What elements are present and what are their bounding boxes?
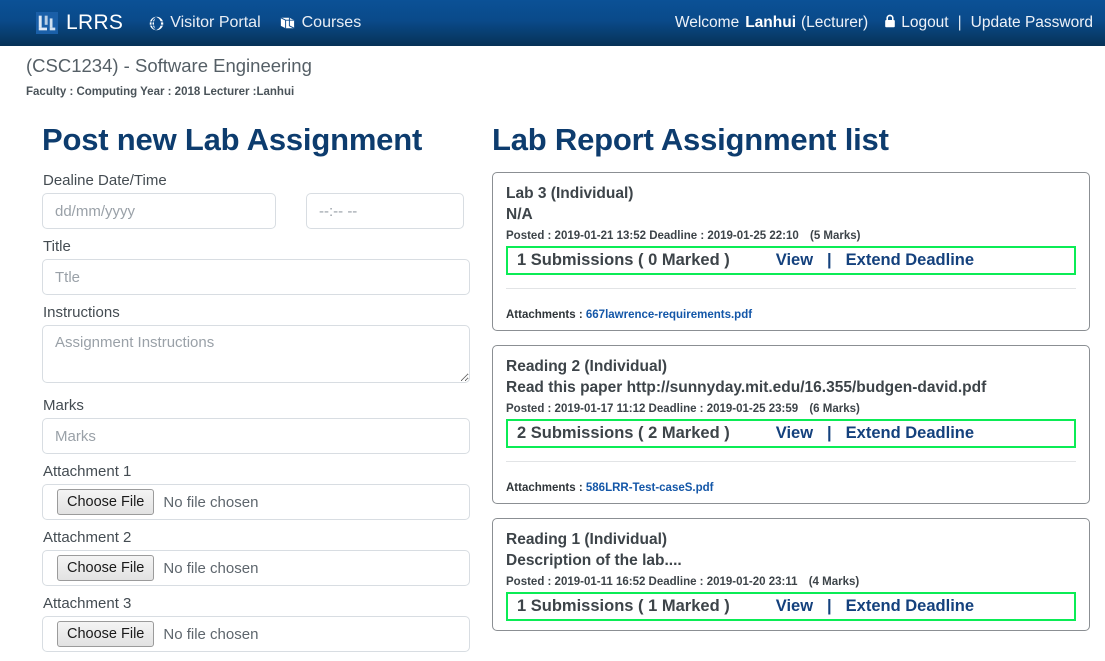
posted-deadline-text: Posted : 2019-01-21 13:52 Deadline : 201…: [506, 230, 799, 243]
deadline-row: [42, 193, 470, 230]
content-area: Post new Lab Assignment Dealine Date/Tim…: [0, 122, 1105, 661]
deadline-time-input[interactable]: [306, 193, 464, 230]
marks-field-group: Marks: [42, 397, 470, 455]
username: Lanhui: [745, 14, 797, 31]
assignment-card: Lab 3 (Individual) N/A Posted : 2019-01-…: [492, 172, 1090, 332]
attachment-2-group: Attachment 2 Choose File No file chosen: [42, 529, 470, 587]
action-separator: |: [827, 596, 832, 615]
extend-deadline-link[interactable]: Extend Deadline: [845, 423, 975, 442]
assignment-description: Read this paper http://sunnyday.mit.edu/…: [506, 378, 987, 396]
file-status: No file chosen: [163, 625, 259, 643]
choose-file-button[interactable]: Choose File: [57, 489, 155, 516]
title-input[interactable]: [42, 259, 470, 296]
attachments-label: Attachments :: [506, 309, 583, 322]
user-role: (Lecturer): [801, 14, 869, 31]
assignment-description: N/A: [506, 206, 533, 224]
deadline-date-input[interactable]: [42, 193, 276, 230]
brand-name: LRRS: [66, 11, 124, 34]
assignment-dates: Posted : 2019-01-21 13:52 Deadline : 201…: [506, 230, 1076, 242]
lrrs-logo-icon: [36, 12, 58, 34]
assignment-actions: 1 Submissions ( 0 Marked ) View | Extend…: [506, 246, 1076, 276]
navbar-user-area: Welcome Lanhui (Lecturer) Logout | Updat…: [675, 14, 1093, 33]
submissions-count: 1 Submissions ( 1 Marked ): [517, 596, 730, 615]
marks-badge: (6 Marks): [809, 402, 860, 415]
attachment-3-label: Attachment 3: [43, 595, 132, 613]
attachment-3-file-input[interactable]: Choose File No file chosen: [42, 616, 470, 653]
assignment-card: Reading 2 (Individual) Read this paper h…: [492, 345, 1090, 504]
attachment-2-label: Attachment 2: [43, 529, 132, 547]
posted-deadline-text: Posted : 2019-01-17 11:12 Deadline : 201…: [506, 402, 799, 415]
instructions-label: Instructions: [43, 304, 120, 322]
top-navbar: LRRS Visitor Portal Courses Welcome Lanh…: [0, 0, 1105, 46]
choose-file-button[interactable]: Choose File: [57, 555, 155, 582]
brand[interactable]: LRRS: [36, 11, 123, 35]
assignment-title: Reading 2 (Individual): [506, 358, 668, 376]
title-field-group: Title: [42, 238, 470, 296]
attachment-1-group: Attachment 1 Choose File No file chosen: [42, 463, 470, 521]
logout-button[interactable]: Logout: [884, 14, 949, 33]
extend-deadline-link[interactable]: Extend Deadline: [845, 596, 975, 615]
file-status: No file chosen: [163, 559, 259, 577]
assignment-list-heading: Lab Report Assignment list: [492, 122, 889, 158]
marks-label: Marks: [43, 397, 84, 415]
welcome-label: Welcome: [674, 14, 740, 31]
post-assignment-heading: Post new Lab Assignment: [42, 122, 423, 158]
view-link[interactable]: View: [775, 251, 814, 270]
logout-label: Logout: [901, 14, 949, 31]
assignment-title: Reading 1 (Individual): [506, 530, 668, 548]
instructions-textarea[interactable]: [42, 325, 470, 384]
assignment-actions: 1 Submissions ( 1 Marked ) View | Extend…: [506, 591, 1076, 621]
assignment-actions: 2 Submissions ( 2 Marked ) View | Extend…: [506, 418, 1076, 448]
attachment-1-file-input[interactable]: Choose File No file chosen: [42, 484, 470, 521]
assignment-dates: Posted : 2019-01-11 16:52 Deadline : 201…: [506, 576, 1076, 588]
submissions-count: 1 Submissions ( 0 Marked ): [517, 251, 730, 270]
deadline-label: Dealine Date/Time: [43, 172, 167, 190]
posted-deadline-text: Posted : 2019-01-11 16:52 Deadline : 201…: [506, 575, 798, 588]
assignment-list-panel: Lab Report Assignment list Lab 3 (Indivi…: [492, 122, 1105, 661]
title-label: Title: [43, 238, 71, 256]
course-meta: Faculty : Computing Year : 2018 Lecturer…: [26, 86, 295, 99]
marks-badge: (5 Marks): [809, 230, 861, 243]
view-link[interactable]: View: [775, 596, 814, 615]
attachments-label: Attachments :: [506, 481, 583, 494]
assignment-title: Lab 3 (Individual): [506, 185, 634, 203]
card-divider: [506, 460, 1076, 462]
update-password-button[interactable]: Update Password: [970, 14, 1093, 31]
card-divider: [506, 288, 1076, 290]
attachments-row: Attachments : 586LRR-Test-caseS.pdf: [506, 482, 1076, 494]
file-status: No file chosen: [163, 493, 259, 511]
attachments-row: Attachments : 667lawrence-requirements.p…: [506, 309, 1076, 321]
view-link[interactable]: View: [775, 423, 814, 442]
attachment-link[interactable]: 667lawrence-requirements.pdf: [585, 309, 753, 322]
assignment-dates: Posted : 2019-01-17 11:12 Deadline : 201…: [506, 403, 1076, 415]
submissions-count: 2 Submissions ( 2 Marked ): [517, 423, 730, 442]
attachment-1-label: Attachment 1: [43, 463, 132, 481]
lock-icon: [884, 14, 896, 33]
assignment-description: Description of the lab....: [506, 551, 682, 569]
extend-deadline-link[interactable]: Extend Deadline: [845, 251, 975, 270]
nav-link-courses[interactable]: Courses: [279, 14, 362, 32]
instructions-field-group: Instructions: [42, 304, 470, 388]
assignment-card: Reading 1 (Individual) Description of th…: [492, 517, 1090, 631]
globe-icon: [149, 16, 164, 31]
attachment-3-group: Attachment 3 Choose File No file chosen: [42, 595, 470, 653]
choose-file-button[interactable]: Choose File: [57, 621, 155, 648]
book-icon: [279, 16, 296, 30]
action-separator: |: [827, 423, 832, 442]
nav-link-label: Visitor Portal: [170, 14, 261, 31]
nav-link-visitor-portal[interactable]: Visitor Portal: [149, 14, 261, 32]
marks-badge: (4 Marks): [808, 575, 860, 588]
page-title: (CSC1234) - Software Engineering: [26, 55, 312, 76]
marks-input[interactable]: [42, 418, 470, 455]
nav-link-label: Courses: [301, 14, 362, 31]
attachment-2-file-input[interactable]: Choose File No file chosen: [42, 550, 470, 587]
post-assignment-panel: Post new Lab Assignment Dealine Date/Tim…: [0, 122, 492, 661]
action-separator: |: [827, 251, 832, 270]
course-header: (CSC1234) - Software Engineering Faculty…: [0, 46, 1105, 98]
attachment-link[interactable]: 586LRR-Test-caseS.pdf: [585, 481, 714, 494]
nav-separator: |: [957, 14, 962, 31]
